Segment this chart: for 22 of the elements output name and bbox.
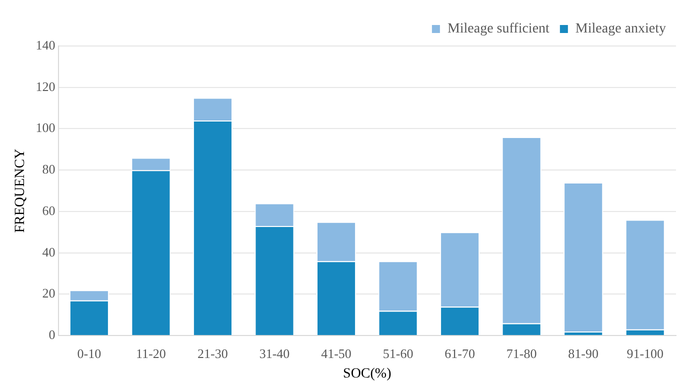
x-tick-label: 21-30 — [198, 346, 228, 361]
y-tick-label: 20 — [42, 286, 56, 301]
x-tick-label: 11-20 — [136, 346, 166, 361]
y-tick-label: 60 — [42, 202, 56, 218]
legend-label: Mileage anxiety — [575, 22, 666, 37]
y-tick-label: 0 — [48, 327, 56, 342]
x-tick-label: 41-50 — [321, 346, 352, 361]
y-tick-label: 140 — [36, 37, 56, 52]
x-tick-label: 91-100 — [626, 346, 664, 361]
y-axis-title: FREQUENCY — [13, 148, 28, 233]
x-tick-label: 61-70 — [444, 346, 475, 361]
y-tick-label: 80 — [42, 162, 56, 177]
x-tick-label: 71-80 — [506, 346, 537, 361]
x-tick-label: 51-60 — [382, 346, 414, 361]
x-tick-label: 81-90 — [568, 346, 599, 361]
x-tick-label: 31-40 — [259, 346, 290, 361]
y-tick-label: 100 — [36, 120, 56, 136]
y-tick-label: 120 — [36, 78, 56, 94]
x-tick-label: 0-10 — [77, 346, 102, 361]
legend-label: Mileage sufficient — [447, 22, 550, 37]
y-tick-label: 40 — [42, 244, 56, 260]
x-axis-title: SOC(%) — [343, 366, 392, 382]
